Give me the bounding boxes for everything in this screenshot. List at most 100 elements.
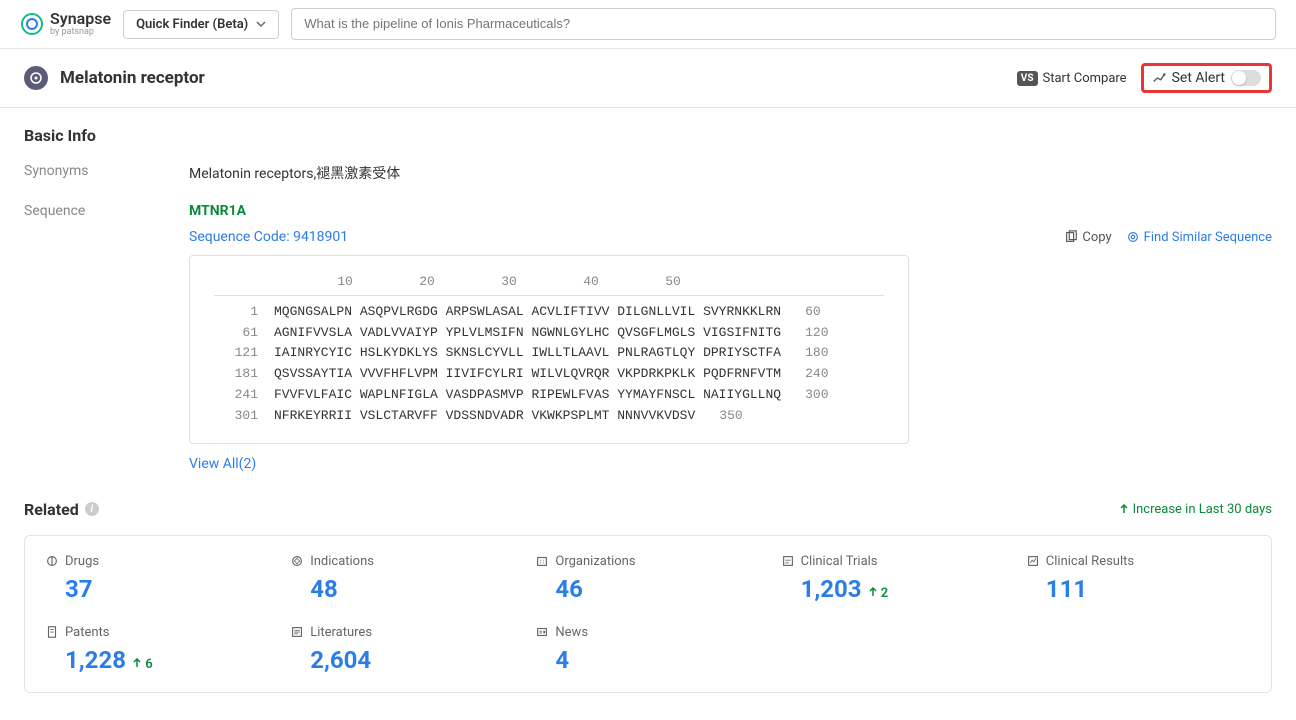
increase-label: Increase in Last 30 days bbox=[1119, 502, 1272, 517]
seq-start: 61 bbox=[214, 323, 274, 344]
stat-icon bbox=[45, 554, 59, 568]
stat-value: 4 bbox=[535, 646, 760, 674]
sequence-code[interactable]: Sequence Code: 9418901 bbox=[189, 229, 1064, 245]
start-compare-label: Start Compare bbox=[1043, 71, 1127, 86]
stat-value: 1,228 6 bbox=[45, 646, 270, 674]
seq-end: 180 bbox=[781, 343, 828, 364]
stat-label: Clinical Results bbox=[1026, 554, 1251, 569]
target-icon bbox=[24, 66, 48, 90]
stat-item[interactable]: Drugs 37 bbox=[35, 554, 280, 603]
alert-toggle[interactable] bbox=[1231, 70, 1261, 86]
sequence-line: 1MQGNGSALPN ASQPVLRGDG ARPSWLASAL ACVLIF… bbox=[214, 302, 884, 323]
ruler-tick: 40 bbox=[550, 272, 632, 293]
stat-value: 2,604 bbox=[290, 646, 515, 674]
ruler-tick: 10 bbox=[304, 272, 386, 293]
stat-label: Literatures bbox=[290, 625, 515, 640]
stat-item[interactable]: Organizations 46 bbox=[525, 554, 770, 603]
stat-increase: 6 bbox=[132, 657, 153, 672]
synonyms-label: Synonyms bbox=[24, 163, 189, 183]
sequence-line: 241FVVFVLFAIC WAPLNFIGLA VASDPASMVP RIPE… bbox=[214, 385, 884, 406]
search-box[interactable] bbox=[291, 8, 1276, 40]
set-alert-box[interactable]: Set Alert bbox=[1141, 63, 1272, 93]
stat-value: 37 bbox=[45, 575, 270, 603]
stat-item[interactable]: Patents 1,228 6 bbox=[35, 625, 280, 674]
sequence-box: 1020304050 1MQGNGSALPN ASQPVLRGDG ARPSWL… bbox=[189, 255, 909, 444]
seq-start: 301 bbox=[214, 406, 274, 427]
seq-text: IAINRYCYIC HSLKYDKLYS SKNSLCYVLL IWLLTLA… bbox=[274, 343, 781, 364]
stat-label: Organizations bbox=[535, 554, 760, 569]
ruler-tick: 20 bbox=[386, 272, 468, 293]
logo-subtitle: by patsnap bbox=[50, 27, 111, 37]
ruler-tick: 30 bbox=[468, 272, 550, 293]
copy-label: Copy bbox=[1082, 230, 1111, 245]
similar-icon bbox=[1126, 230, 1140, 244]
stat-item[interactable]: News 4 bbox=[525, 625, 770, 674]
view-all-link[interactable]: View All(2) bbox=[189, 456, 256, 472]
ruler-tick: 50 bbox=[632, 272, 714, 293]
sequence-line: 301NFRKEYRRII VSLCTARVFF VDSSNDVADR VKWK… bbox=[214, 406, 884, 427]
info-icon[interactable]: i bbox=[85, 502, 99, 516]
sequence-line: 121IAINRYCYIC HSLKYDKLYS SKNSLCYVLL IWLL… bbox=[214, 343, 884, 364]
stat-label: Drugs bbox=[45, 554, 270, 569]
stat-item[interactable]: Clinical Results 111 bbox=[1016, 554, 1261, 603]
seq-start: 1 bbox=[214, 302, 274, 323]
seq-end: 60 bbox=[781, 302, 821, 323]
stat-icon bbox=[535, 554, 549, 568]
stat-item[interactable]: Clinical Trials 1,203 2 bbox=[771, 554, 1016, 603]
seq-text: QSVSSAYTIA VVVFHFLVPM IIVIFCYLRI WILVLQV… bbox=[274, 364, 781, 385]
sequence-line: 181QSVSSAYTIA VVVFHFLVPM IIVIFCYLRI WILV… bbox=[214, 364, 884, 385]
find-similar-button[interactable]: Find Similar Sequence bbox=[1126, 230, 1272, 245]
seq-text: NFRKEYRRII VSLCTARVFF VDSSNDVADR VKWKPSP… bbox=[274, 406, 695, 427]
related-title: Related i bbox=[24, 500, 1119, 519]
stat-increase: 2 bbox=[868, 586, 889, 601]
top-bar: Synapse by patsnap Quick Finder (Beta) bbox=[0, 0, 1296, 49]
stat-value: 111 bbox=[1026, 575, 1251, 603]
stat-label: Clinical Trials bbox=[781, 554, 1006, 569]
sequence-label: Sequence bbox=[24, 203, 189, 472]
vs-icon: VS bbox=[1017, 71, 1038, 86]
gene-name: MTNR1A bbox=[189, 203, 1272, 219]
seq-end: 120 bbox=[781, 323, 828, 344]
stat-label: Indications bbox=[290, 554, 515, 569]
find-similar-label: Find Similar Sequence bbox=[1144, 230, 1272, 245]
stat-label: Patents bbox=[45, 625, 270, 640]
stat-value: 1,203 2 bbox=[781, 575, 1006, 603]
synonyms-value: Melatonin receptors,褪黑激素受体 bbox=[189, 163, 1272, 183]
stat-grid: Drugs37Indications48Organizations46Clini… bbox=[24, 535, 1272, 693]
arrow-up-icon bbox=[1119, 504, 1129, 514]
seq-end: 350 bbox=[695, 406, 742, 427]
stat-item[interactable]: Literatures 2,604 bbox=[280, 625, 525, 674]
logo-text: Synapse bbox=[50, 11, 111, 27]
stat-icon bbox=[781, 554, 795, 568]
seq-end: 300 bbox=[781, 385, 828, 406]
seq-start: 121 bbox=[214, 343, 274, 364]
stat-label: News bbox=[535, 625, 760, 640]
stat-icon bbox=[290, 625, 304, 639]
alert-icon bbox=[1152, 71, 1166, 85]
title-bar: Melatonin receptor VS Start Compare Set … bbox=[0, 49, 1296, 108]
quick-finder-dropdown[interactable]: Quick Finder (Beta) bbox=[123, 10, 279, 39]
logo[interactable]: Synapse by patsnap bbox=[20, 11, 111, 37]
set-alert-label: Set Alert bbox=[1172, 70, 1225, 86]
stat-value: 48 bbox=[290, 575, 515, 603]
sequence-line: 61AGNIFVVSLA VADLVVAIYP YPLVLMSIFN NGWNL… bbox=[214, 323, 884, 344]
seq-end: 240 bbox=[781, 364, 828, 385]
copy-button[interactable]: Copy bbox=[1064, 230, 1111, 245]
stat-item[interactable]: Indications 48 bbox=[280, 554, 525, 603]
seq-start: 181 bbox=[214, 364, 274, 385]
basic-info-title: Basic Info bbox=[24, 126, 1272, 145]
stat-icon bbox=[1026, 554, 1040, 568]
chevron-down-icon bbox=[256, 19, 266, 29]
stat-value: 46 bbox=[535, 575, 760, 603]
stat-icon bbox=[45, 625, 59, 639]
search-input[interactable] bbox=[304, 16, 1263, 31]
seq-text: FVVFVLFAIC WAPLNFIGLA VASDPASMVP RIPEWLF… bbox=[274, 385, 781, 406]
seq-text: MQGNGSALPN ASQPVLRGDG ARPSWLASAL ACVLIFT… bbox=[274, 302, 781, 323]
page-title: Melatonin receptor bbox=[60, 68, 1017, 88]
logo-icon bbox=[20, 12, 44, 36]
quick-finder-label: Quick Finder (Beta) bbox=[136, 17, 248, 32]
start-compare-button[interactable]: VS Start Compare bbox=[1017, 71, 1127, 86]
stat-icon bbox=[290, 554, 304, 568]
stat-icon bbox=[535, 625, 549, 639]
seq-text: AGNIFVVSLA VADLVVAIYP YPLVLMSIFN NGWNLGY… bbox=[274, 323, 781, 344]
